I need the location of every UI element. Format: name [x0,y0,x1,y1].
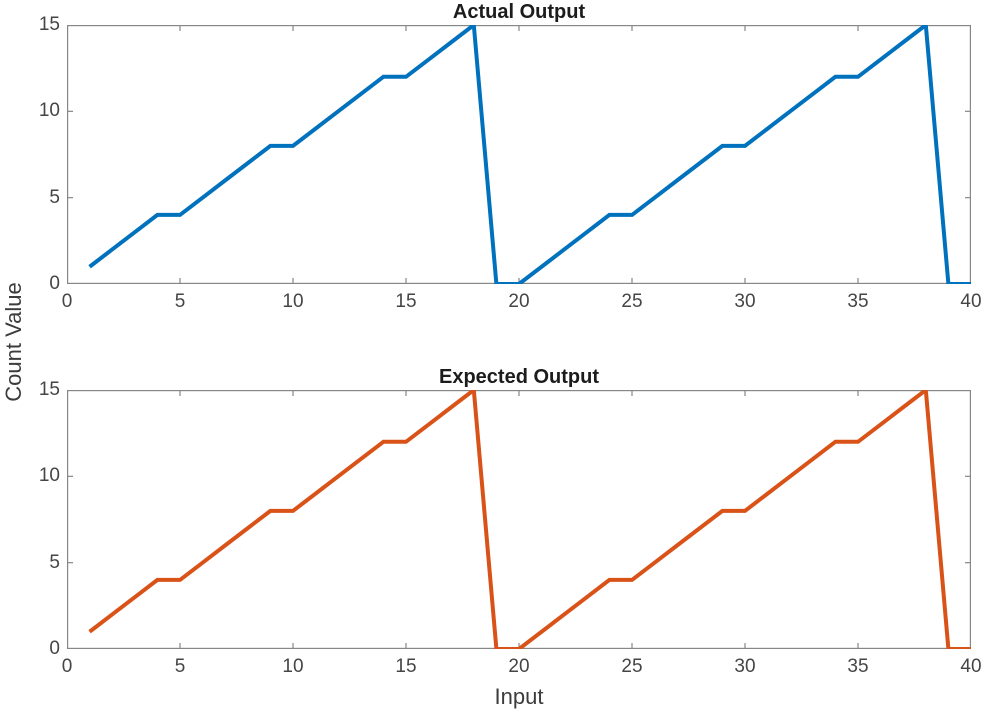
y-tick-label: 5 [49,186,60,208]
x-tick-label: 25 [621,656,643,677]
y-tick-label: 15 [38,379,60,400]
x-tick-label: 35 [847,291,869,312]
y-tick-label: 5 [49,551,60,573]
x-tick-label: 40 [960,656,982,677]
y-tick-label: 0 [49,273,60,294]
x-tick-label: 10 [282,291,304,312]
y-tick-label: 15 [38,14,60,35]
axes-box [67,390,971,649]
series-line [88,390,971,649]
plot-area-expected [67,390,971,649]
y-tick-label: 0 [49,638,60,659]
y-tick-label: 10 [38,100,60,122]
x-tick-label: 20 [508,291,530,312]
x-tick-label: 0 [61,291,73,312]
plot-area-actual [67,25,971,284]
series-line [88,25,971,284]
x-tick-label: 15 [395,291,417,312]
x-tick-label: 10 [282,656,304,677]
x-tick-label: 0 [61,656,73,677]
plot-title-actual: Actual Output [452,1,586,23]
x-tick-label: 30 [734,656,756,677]
x-tick-label: 40 [960,291,982,312]
x-tick-label: 20 [508,656,530,677]
x-tick-label: 5 [174,656,186,677]
x-tick-label: 5 [174,291,186,312]
y-tick-label: 10 [38,465,60,487]
x-tick-label: 25 [621,291,643,312]
x-tick-label: 30 [734,291,756,312]
x-axis-label: Input [494,684,544,709]
plot-title-expected: Expected Output [438,366,599,388]
y-axis-label: Count Value [1,282,26,402]
x-tick-label: 35 [847,656,869,677]
x-tick-label: 15 [395,656,417,677]
